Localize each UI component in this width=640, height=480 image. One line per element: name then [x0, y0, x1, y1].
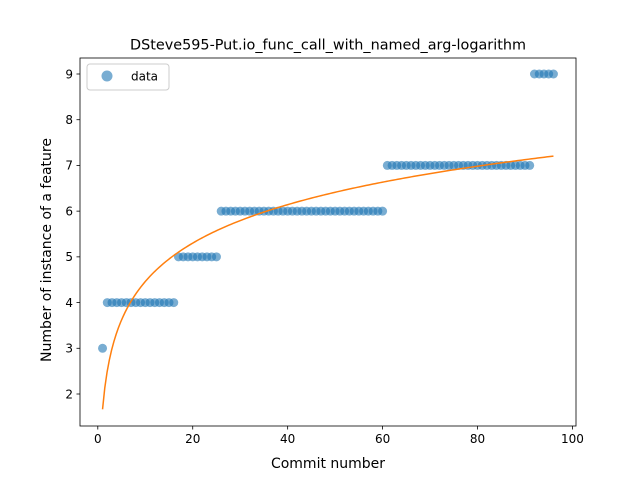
x-tick-label: 0: [94, 432, 102, 446]
y-tick-label: 9: [65, 67, 73, 81]
data-point: [548, 69, 558, 79]
chart-title: DSteve595-Put.io_func_call_with_named_ar…: [130, 38, 526, 54]
data-point: [378, 206, 388, 216]
data-point: [169, 298, 179, 308]
y-tick-label: 3: [65, 342, 73, 356]
x-tick-label: 40: [280, 432, 295, 446]
y-tick-label: 8: [65, 113, 73, 127]
y-tick-label: 7: [65, 159, 73, 173]
axes: 0 20 40 60 80 100 2 3 4 5 6 7 8 9: [65, 57, 584, 446]
x-tick-label: 20: [185, 432, 200, 446]
fit-line: [101, 155, 554, 410]
y-tick-label: 6: [65, 204, 73, 218]
y-tick-label: 5: [65, 250, 73, 264]
x-tick-label: 100: [561, 432, 584, 446]
legend-box: [86, 63, 170, 91]
x-axis-label: Commit number: [271, 456, 385, 472]
axes-frame: [79, 57, 577, 427]
y-axis-label: Number of instance of a feature: [39, 138, 55, 362]
data-point: [211, 252, 221, 262]
y-tick-label: 2: [65, 387, 73, 401]
data-point: [525, 160, 535, 170]
plot-area: [98, 69, 558, 410]
legend-label-data: data: [131, 70, 158, 84]
data-point: [98, 343, 108, 353]
legend-marker-data: [101, 70, 113, 82]
y-tick-label: 4: [65, 296, 73, 310]
legend: data: [86, 63, 170, 91]
x-tick-label: 60: [375, 432, 390, 446]
x-tick-label: 80: [470, 432, 485, 446]
